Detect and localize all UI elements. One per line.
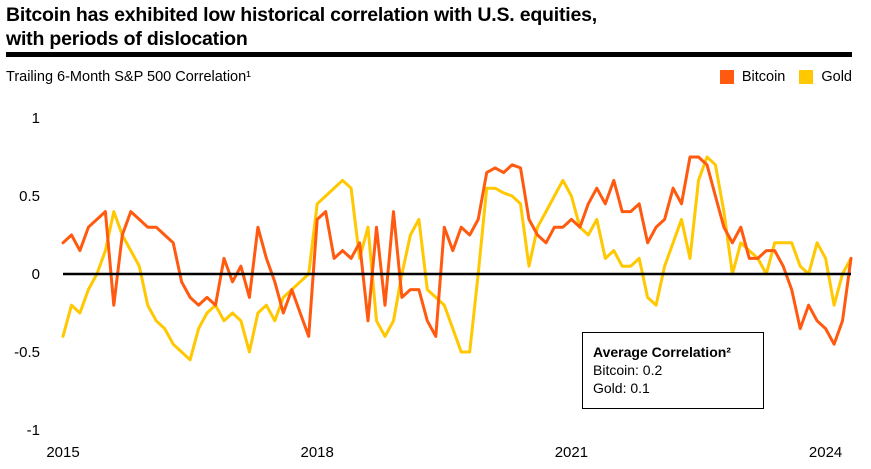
chart-title-line1: Bitcoin has exhibited low historical cor… [6, 4, 598, 26]
average-correlation-bitcoin: Bitcoin: 0.2 [593, 362, 663, 378]
legend-swatch-gold [799, 70, 814, 84]
average-correlation-gold: Gold: 0.1 [593, 380, 650, 396]
y-tick-label: -1 [27, 422, 40, 439]
y-tick-label: 1 [32, 110, 40, 127]
average-correlation-box: Average Correlation² Bitcoin: 0.2 Gold: … [582, 332, 764, 409]
legend-swatch-bitcoin [719, 70, 734, 84]
legend-label-bitcoin: Bitcoin [741, 69, 786, 85]
series-line-gold [61, 155, 853, 362]
legend-label-gold: Gold [821, 69, 852, 85]
x-tick-label: 2021 [555, 444, 588, 461]
x-tick-label: 2018 [301, 444, 334, 461]
title-rule [6, 52, 852, 57]
series-line-bitcoin [61, 155, 853, 346]
y-tick-label: -0.5 [14, 344, 40, 361]
legend: Bitcoin Gold [706, 69, 852, 85]
chart-subtitle: Trailing 6-Month S&P 500 Correlation¹ [6, 69, 252, 85]
chart-title: Bitcoin has exhibited low historical cor… [6, 3, 866, 51]
legend-item-bitcoin: Bitcoin [719, 69, 786, 85]
y-tick-label: 0.5 [19, 188, 40, 205]
average-correlation-title: Average Correlation² [593, 344, 731, 360]
chart-title-line2: with periods of dislocation [6, 28, 248, 50]
x-tick-label: 2015 [46, 444, 79, 461]
legend-item-gold: Gold [799, 69, 852, 85]
y-tick-label: 0 [32, 266, 40, 283]
x-tick-label: 2024 [809, 444, 842, 461]
